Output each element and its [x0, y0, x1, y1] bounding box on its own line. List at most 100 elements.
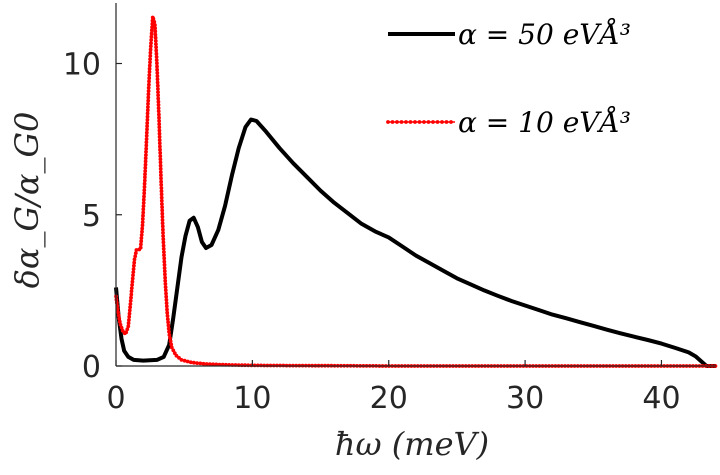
series-marker-1 [162, 256, 167, 261]
series-marker-1 [144, 153, 148, 157]
series-marker-1 [155, 83, 160, 88]
series-marker-1 [214, 362, 219, 367]
series-marker-1 [124, 330, 129, 335]
series-marker-1 [182, 358, 187, 363]
series-marker-1 [163, 272, 167, 277]
series-marker-1 [156, 103, 161, 107]
series-marker-1 [131, 273, 135, 278]
series-marker-1 [143, 162, 148, 167]
series-marker-1 [119, 325, 124, 330]
legend-label-alpha-50: α = 50 eVÅ³ [458, 18, 631, 51]
series-marker-1 [127, 311, 132, 316]
series-marker-1 [154, 55, 159, 59]
legend-dot [386, 120, 390, 124]
series-marker-1 [129, 292, 134, 297]
series-marker-1 [159, 173, 163, 178]
series-marker-1 [147, 82, 151, 87]
series-marker-1 [160, 221, 165, 226]
series-marker-1 [147, 76, 152, 81]
series-marker-1 [160, 224, 165, 229]
series-marker-1 [118, 322, 123, 327]
series-marker-1 [164, 301, 169, 305]
series-marker-1 [146, 92, 151, 97]
series-marker-1 [140, 220, 145, 225]
series-marker-1 [126, 321, 131, 325]
series-marker-1 [164, 304, 169, 309]
series-marker-1 [155, 80, 160, 85]
series-marker-1 [129, 289, 134, 294]
series-marker-1 [117, 316, 122, 321]
series-marker-1 [147, 63, 152, 68]
series-marker-1 [132, 260, 137, 265]
series-marker-1 [163, 288, 168, 293]
series-marker-1 [145, 117, 150, 122]
series-marker-1 [163, 275, 168, 280]
series-marker-1 [157, 112, 161, 117]
series-marker-1 [161, 237, 166, 242]
series-marker-1 [162, 253, 166, 258]
series-marker-1 [149, 41, 153, 45]
series-marker-1 [168, 339, 173, 344]
series-marker-1 [142, 191, 147, 196]
series-marker-1 [144, 140, 149, 145]
series-marker-1 [160, 205, 165, 210]
series-marker-1 [142, 178, 147, 183]
series-marker-1 [116, 310, 120, 315]
series-marker-1 [139, 236, 144, 240]
series-marker-1 [141, 201, 146, 205]
series-marker-1 [145, 127, 149, 132]
series-marker-1 [147, 73, 152, 77]
series-marker-1 [162, 250, 166, 254]
series-marker-1 [156, 109, 161, 114]
legend-swatch-dots [386, 120, 453, 124]
series-marker-1 [145, 121, 150, 125]
series-marker-1 [132, 263, 136, 268]
series-marker-1 [140, 229, 144, 234]
series-marker-1 [162, 262, 167, 267]
series-marker-1 [156, 96, 161, 101]
series-marker-1 [143, 165, 148, 170]
series-marker-1 [208, 362, 212, 366]
series-marker-1 [154, 58, 159, 62]
series-line-0 [114, 117, 716, 368]
series-marker-1 [158, 151, 163, 155]
series-marker-1 [129, 295, 133, 300]
series-marker-1 [162, 266, 167, 270]
series-marker-1 [143, 169, 148, 173]
series-marker-1 [144, 143, 149, 148]
x-tick-label: 0 [106, 381, 125, 416]
legend-dot [408, 120, 413, 124]
legend-dot [444, 120, 449, 124]
series-marker-1 [158, 144, 162, 149]
series-marker-1 [164, 291, 168, 296]
series-marker-1 [155, 74, 160, 78]
series-marker-1 [143, 159, 148, 164]
x-tick-label: 20 [370, 381, 408, 416]
series-marker-1 [149, 38, 154, 42]
series-marker-1 [146, 95, 151, 100]
y-axis-label: δα_G/α_G0 [8, 112, 46, 289]
series-marker-1 [155, 71, 160, 75]
series-marker-1 [159, 195, 164, 200]
series-marker-1 [141, 210, 146, 215]
series-marker-1 [152, 20, 157, 24]
series-marker-1 [157, 135, 162, 139]
series-marker-1 [153, 35, 158, 40]
series-marker-1 [125, 327, 130, 332]
series-marker-1 [142, 181, 147, 186]
series-marker-1 [159, 182, 164, 187]
series-marker-1 [148, 57, 153, 61]
series-marker-1 [188, 360, 193, 365]
series-marker-1 [146, 98, 151, 103]
y-axis-ticks: 0 5 10 [63, 48, 122, 385]
series-marker-1 [159, 179, 164, 184]
series-marker-1 [169, 345, 174, 350]
series-marker-1 [148, 50, 153, 55]
series-marker-1 [148, 47, 153, 52]
series-marker-1 [145, 111, 150, 116]
y-tick-label: 5 [82, 199, 101, 234]
series-marker-1 [153, 32, 158, 37]
series-marker-1 [142, 194, 146, 199]
series-marker-1 [159, 192, 164, 197]
